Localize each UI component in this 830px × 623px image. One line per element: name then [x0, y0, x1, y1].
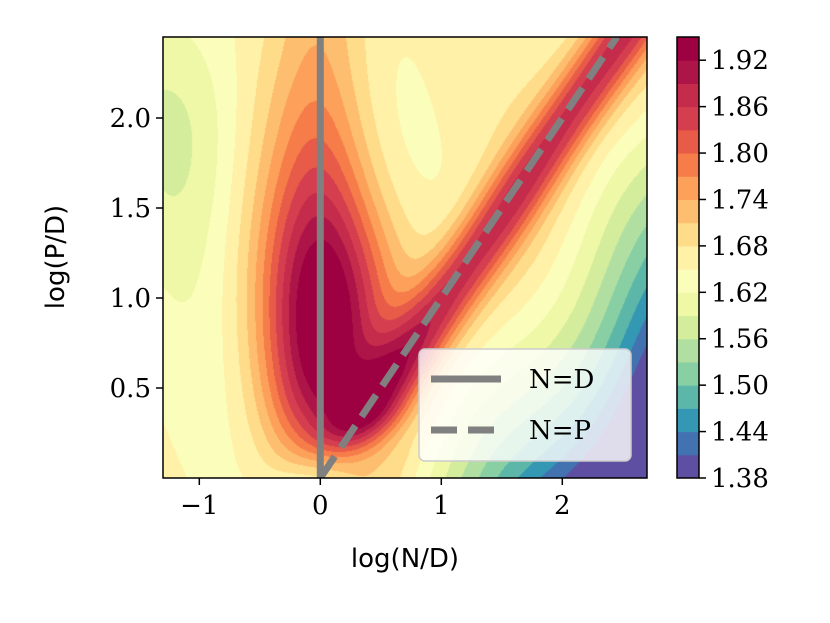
- colorbar-band: [677, 83, 699, 108]
- line-n-p: [317, 37, 620, 478]
- x-tick-label: 2: [554, 491, 571, 521]
- colorbar: 1.38 1.44 1.50 1.56 1.62 1.68 1.74 1.80 1.86 1.92: [676, 36, 769, 494]
- legend-entry: N=D: [529, 365, 594, 395]
- colorbar-tick-label: 1.50: [711, 371, 769, 401]
- reference-lines: [316, 37, 620, 478]
- colorbar-tick-label: 1.68: [711, 232, 769, 262]
- colorbar-band: [677, 292, 699, 317]
- x-tick-label: 0: [312, 491, 329, 521]
- colorbar-band: [677, 269, 699, 293]
- colorbar-tick-label: 1.56: [711, 325, 769, 355]
- colorbar-band: [677, 60, 699, 84]
- colorbar-frame: [676, 36, 700, 479]
- y-tick-label: 0.5: [110, 374, 151, 404]
- colorbar-band: [677, 153, 699, 177]
- colorbar-tick-label: 1.86: [711, 93, 769, 123]
- colorbar-band: [677, 37, 699, 61]
- y-tick-label: 1.5: [110, 194, 151, 224]
- y-axis-label: log(P/D): [41, 205, 71, 309]
- colorbar-band: [677, 454, 699, 479]
- y-tick-label: 1.0: [110, 284, 151, 314]
- colorbar-band: [677, 315, 699, 340]
- colorbar-band: [677, 222, 699, 247]
- colorbar-band: [677, 385, 699, 409]
- colorbar-band: [677, 129, 699, 154]
- colorbar-tick-label: 1.38: [711, 464, 769, 494]
- legend-box: [418, 348, 632, 462]
- legend: N=D N=P: [418, 348, 632, 462]
- x-tick-label: 1: [433, 491, 450, 521]
- plot-frame: [162, 36, 648, 479]
- axes: −1 0 1 2 0.5 1.0 1.5 2.0: [110, 104, 571, 521]
- colorbar-band: [677, 199, 699, 224]
- x-axis-label: log(N/D): [351, 544, 459, 574]
- colorbar-tick-label: 1.92: [711, 46, 769, 76]
- colorbar-band: [677, 361, 699, 386]
- colorbar-tick-label: 1.44: [711, 418, 769, 448]
- colorbar-tick-label: 1.80: [711, 139, 769, 169]
- colorbar-tick-label: 1.74: [711, 185, 769, 215]
- y-tick-label: 2.0: [110, 104, 151, 134]
- colorbar-band: [677, 106, 699, 131]
- colorbar-band: [677, 338, 699, 363]
- legend-entry: N=P: [529, 416, 591, 446]
- colorbar-band: [677, 408, 699, 433]
- colorbar-band: [677, 431, 699, 456]
- colorbar-band: [677, 176, 699, 200]
- colorbar-tick-label: 1.62: [711, 278, 769, 308]
- x-tick-label: −1: [180, 491, 218, 521]
- colorbar-band: [677, 245, 699, 270]
